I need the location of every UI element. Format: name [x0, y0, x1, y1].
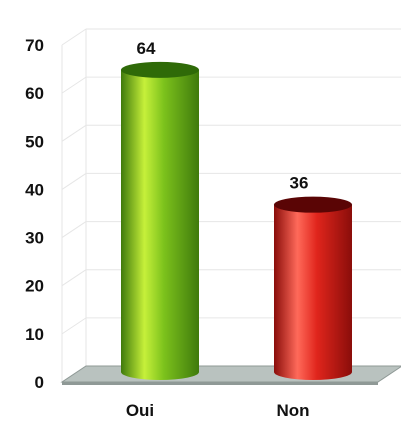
bar-body [121, 69, 199, 380]
y-tick-label: 70 [25, 36, 44, 55]
x-category-label: Non [276, 401, 309, 420]
gridline-side [61, 317, 87, 335]
data-label: 64 [137, 39, 156, 58]
floor-edge [62, 382, 378, 385]
y-tick-label: 40 [25, 180, 44, 199]
bar-non [274, 196, 352, 380]
y-tick-label: 50 [25, 132, 44, 151]
y-axis-ticks: 0 10 20 30 40 50 60 70 [25, 36, 44, 392]
gridline-side [61, 173, 87, 190]
data-label: 36 [290, 174, 309, 193]
y-tick-label: 20 [25, 277, 44, 296]
bar-body [274, 204, 352, 380]
gridline-side [61, 28, 87, 46]
gridline-side [61, 221, 87, 238]
gridline-side [61, 124, 87, 142]
data-labels: 64 36 [137, 39, 309, 193]
bar-oui [121, 61, 199, 380]
gridline-side [61, 269, 87, 287]
y-tick-label: 60 [25, 84, 44, 103]
bar-top [121, 61, 199, 78]
y-tick-label: 10 [25, 325, 44, 344]
y-tick-label: 30 [25, 229, 44, 248]
bar-top [274, 196, 352, 213]
x-axis-categories: Oui Non [126, 401, 310, 420]
x-category-label: Oui [126, 401, 154, 420]
gridline-side [61, 76, 87, 94]
bars [121, 61, 352, 380]
y-tick-label: 0 [35, 373, 44, 392]
